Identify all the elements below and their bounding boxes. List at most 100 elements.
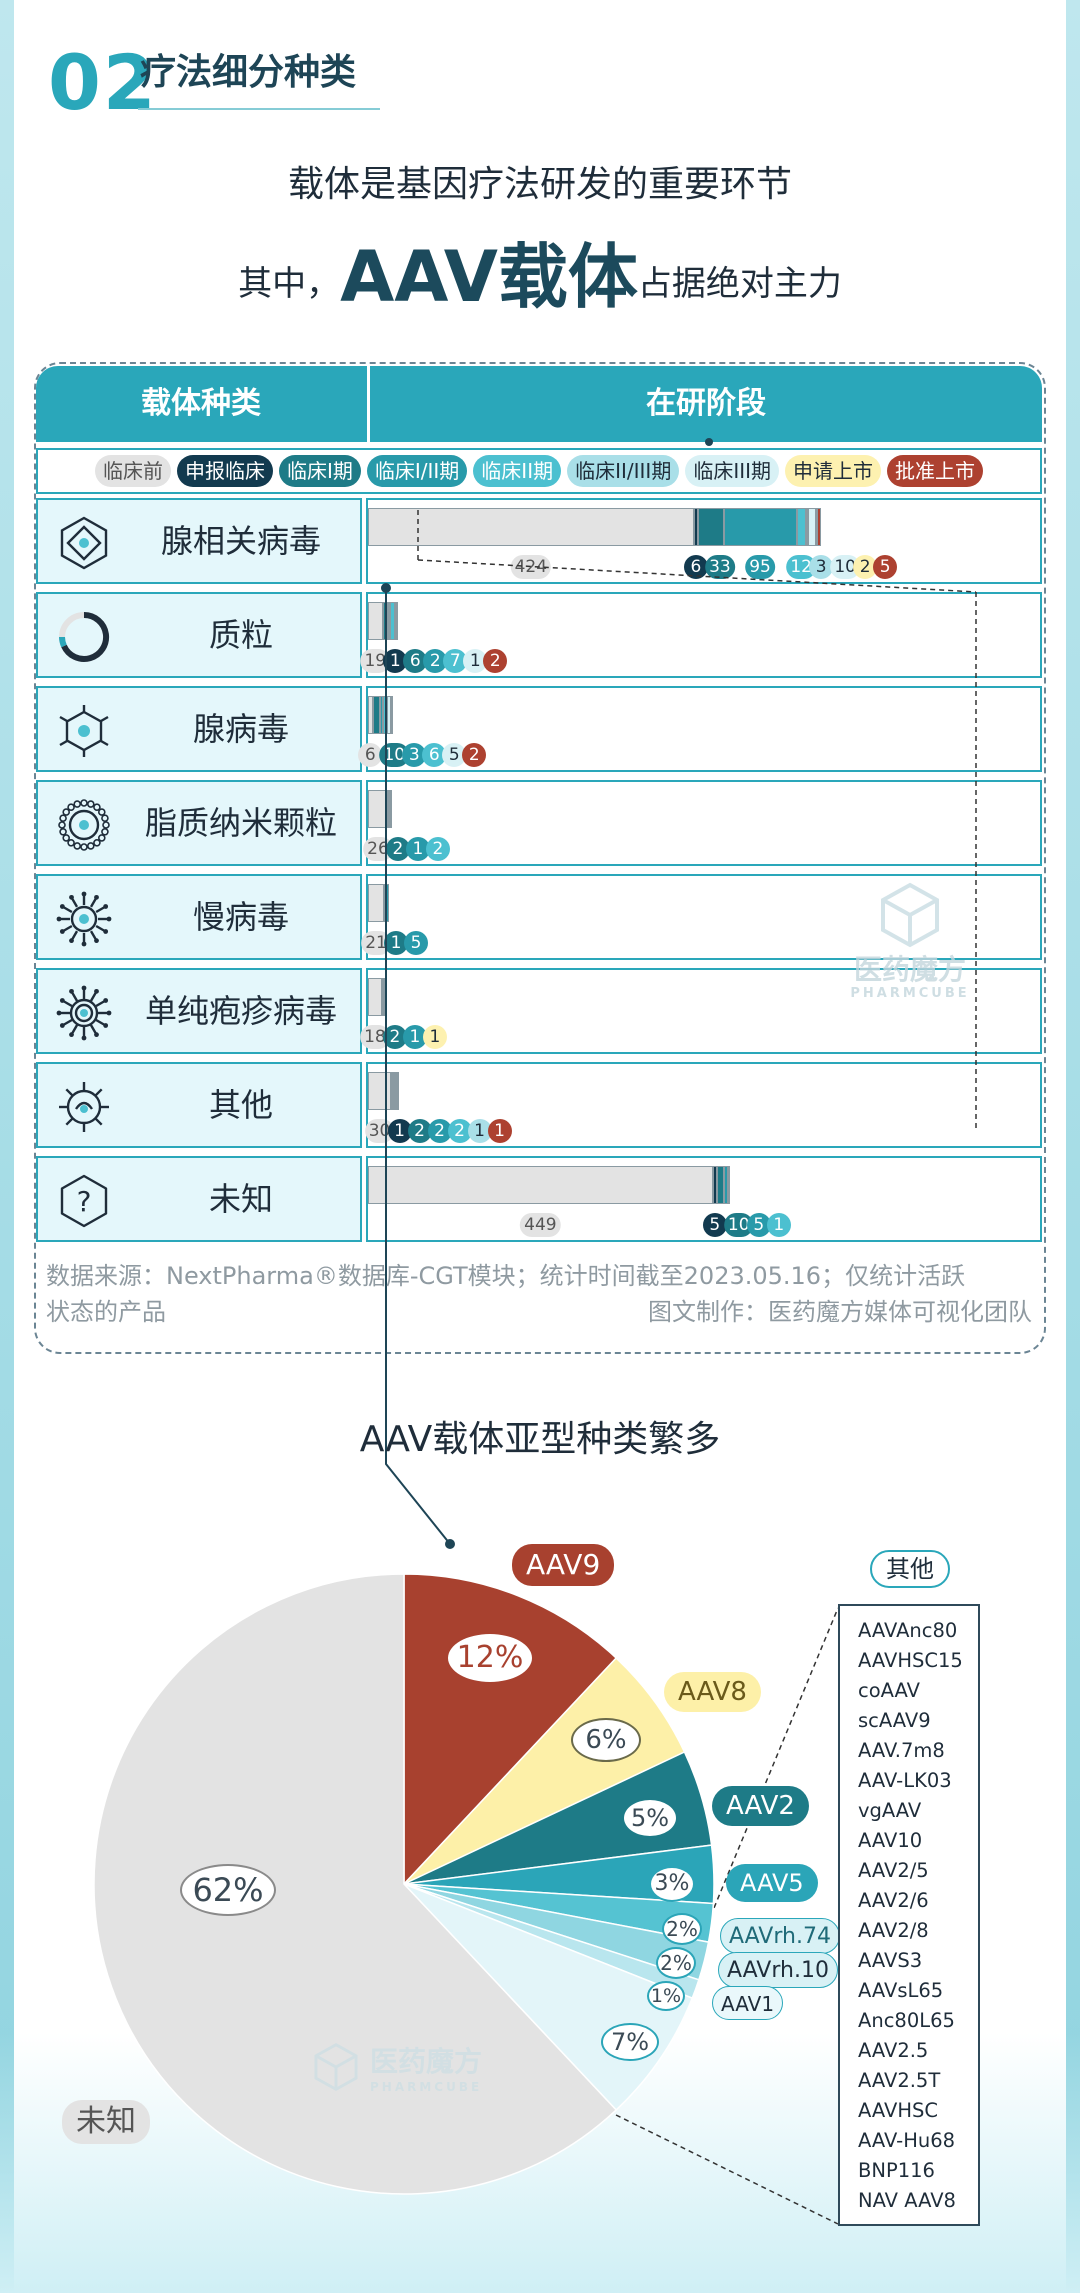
bar-value-label: 449 (520, 1213, 561, 1237)
bar-segment (381, 978, 384, 1016)
bar-segment (368, 508, 694, 546)
legend-item: 临床III期 (685, 455, 780, 487)
pie-name-tag: AAV5 (726, 1864, 818, 1902)
others-list-item: AAV2/5 (858, 1859, 929, 1882)
vector-type-cell: ? 未知 (36, 1156, 362, 1242)
pie-name-tag: AAVrh.10 (718, 1952, 838, 1988)
others-list-item: AAV2.5 (858, 2039, 929, 2062)
stage-bar-cell: 30 1 2 2 2 1 1 (364, 1062, 1042, 1148)
others-list-item: AAV2/6 (858, 1889, 929, 1912)
vector-type-name: 其他 (208, 1086, 273, 1124)
others-list-item: AAVHSC (858, 2099, 938, 2122)
section-number: 02 (48, 38, 158, 127)
pie-percent-label: 3% (649, 1866, 695, 1902)
bar-segment (808, 508, 816, 546)
bar-segment (712, 1166, 717, 1204)
pie-title: AAV载体亚型种类繁多 (359, 1419, 721, 1460)
table-dashed-frame (34, 362, 1046, 1354)
pie-percent-label: 1% (647, 1981, 685, 2011)
pie-percent-label: 62% (180, 1864, 276, 1916)
unknown-question-icon: ? (60, 1174, 108, 1228)
legend-item: 申请上市 (785, 455, 882, 487)
header-stage: 在研阶段 (646, 386, 766, 421)
adenovirus-icon (59, 705, 109, 757)
pie-name-tag: AAV1 (712, 1986, 784, 2020)
others-list-item: AAVS3 (858, 1949, 923, 1972)
credit-note: 图文制作：医药魔方媒体可视化团队 (648, 1298, 1032, 1326)
bar-segment (815, 508, 818, 546)
bar-value-label: 6 (358, 743, 383, 767)
vector-row: 其他 30 1 2 2 2 1 1 (36, 1062, 1042, 1148)
others-list-item: AAV-LK03 (858, 1769, 952, 1792)
vector-type-cell: 脂质纳米颗粒 (36, 780, 362, 866)
vector-type-name: 腺相关病毒 (160, 522, 321, 560)
bar-segment (693, 508, 699, 546)
others-list-item: AAV10 (858, 1829, 923, 1852)
vector-type-name: 单纯疱疹病毒 (144, 992, 337, 1030)
pie-name-tag: AAV8 (664, 1672, 761, 1712)
watermark-en: PHARMCUBE (370, 2080, 483, 2094)
legend-item: 批准上市 (887, 455, 984, 487)
pie-name-tag: 未知 (62, 2100, 150, 2144)
bar-value-label: 1 (487, 1119, 512, 1143)
pie-name-tag: AAVrh.74 (720, 1918, 840, 1954)
others-list-item: vgAAV (858, 1799, 922, 1822)
others-list-item: Anc80L65 (858, 2009, 955, 2032)
bar-segment (817, 508, 822, 546)
pie-slice (93, 1573, 618, 2195)
vector-row: 慢病毒 21 1 5 (36, 874, 1042, 960)
watermark-cn: 医药魔方 (370, 2045, 483, 2078)
section-underline (138, 108, 380, 110)
legend-item: 申报临床 (176, 455, 273, 487)
bar-segment (723, 508, 797, 546)
others-list-item: AAVAnc80 (858, 1619, 958, 1642)
legend-item: 临床II/III期 (567, 455, 680, 487)
watermark-cn: 医药魔方 (853, 953, 966, 986)
pie-percent-label: 6% (571, 1718, 641, 1762)
right-edge-decoration (1066, 0, 1080, 2293)
others-list-item: AAV-Hu68 (858, 2129, 956, 2152)
vector-type-cell: 质粒 (36, 592, 362, 678)
vector-row: 单纯疱疹病毒 18 2 1 1 (36, 968, 1042, 1054)
header-vector-type: 载体种类 (141, 386, 261, 421)
vector-type-cell: 慢病毒 (36, 874, 362, 960)
pie-percent-label: 2% (662, 1913, 702, 1945)
pie-name-tag: AAV2 (712, 1786, 809, 1826)
legend-item: 临床I期 (278, 455, 361, 487)
others-list-item: AAVsL65 (858, 1979, 944, 2002)
bar-segment (368, 696, 373, 734)
other-virus-icon (59, 1082, 109, 1132)
legend-item: 临床II期 (473, 455, 562, 487)
bar-segment (805, 508, 809, 546)
headline-emphasis: AAV载体 (340, 236, 638, 318)
legend-item: 临床I/II期 (366, 455, 468, 487)
cube-logo-icon (314, 2043, 358, 2091)
vector-type-cell: 腺病毒 (36, 686, 362, 772)
left-edge-decoration (0, 0, 14, 2293)
others-list: AAVAnc80 AAVHSC15 coAAV scAAV9 AAV.7m8 AAV-LK… (838, 1604, 980, 2226)
others-list-title: 其他 (870, 1550, 950, 1588)
others-list-item: coAAV (858, 1679, 920, 1702)
plasmid-ring-icon (59, 611, 110, 662)
bar-value-label: 5 (746, 1213, 771, 1237)
vector-row: 脂质纳米颗粒 26 2 1 2 (36, 780, 1042, 866)
vector-type-name: 腺病毒 (192, 710, 289, 748)
vector-row: ? 未知 449 5 10 5 1 (36, 1156, 1042, 1242)
aav-hexagon-icon (60, 516, 108, 570)
stage-bar-cell: 449 5 10 5 1 (366, 1156, 1042, 1242)
legend-item: 临床前 (94, 455, 171, 487)
bar-segment (728, 1166, 731, 1204)
data-source-note-cont: 状态的产品 (46, 1298, 166, 1326)
watermark-pie: 医药魔方 PHARMCUBE (310, 2040, 482, 2094)
vector-type-cell: 单纯疱疹病毒 (36, 968, 362, 1054)
bar-segment (368, 978, 382, 1016)
stage-bar-cell: 21 1 5 (361, 874, 1042, 960)
bar-segment (724, 1166, 729, 1204)
vector-type-name: 脂质纳米颗粒 (144, 804, 337, 842)
watermark-en: PHARMCUBE (850, 986, 970, 1001)
bar-value-label: 5 (702, 1213, 727, 1237)
others-list-item: AAV.7m8 (858, 1739, 945, 1762)
pie-name-tag: AAV9 (512, 1544, 615, 1586)
bar-segment (380, 696, 383, 734)
cube-logo-icon (881, 882, 939, 948)
